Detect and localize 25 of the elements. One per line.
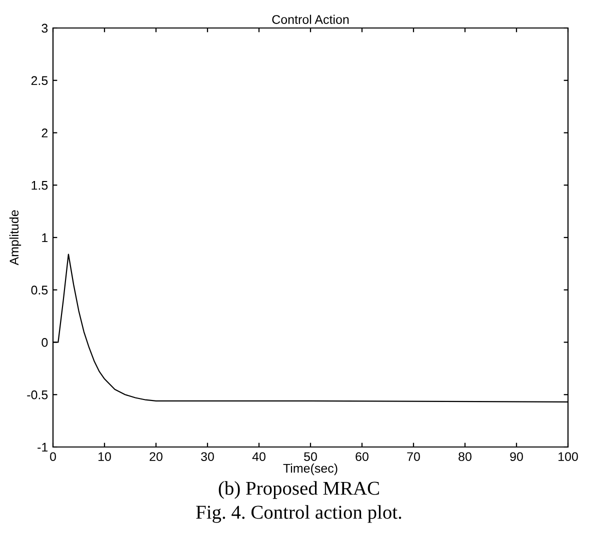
y-tick-label: 1 [42, 233, 48, 242]
x-tick-label: 10 [98, 452, 111, 462]
caption: Fig. 4. Control action plot. [196, 505, 402, 523]
y-tick-label: 0 [42, 338, 48, 347]
x-tick-label: 90 [510, 452, 523, 462]
x-tick-label: 50 [304, 452, 317, 462]
y-tick-label: 3 [42, 24, 48, 33]
y-tick-label: -1 [38, 442, 48, 452]
x-tick-label: 40 [252, 452, 266, 462]
x-tick-label: 0 [50, 452, 56, 462]
y-tick-label: 2 [42, 128, 48, 138]
x-tick-label: 20 [150, 452, 162, 462]
y-tick-label: -0.5 [27, 390, 48, 400]
y-tick-label: 1.5 [32, 181, 48, 190]
chart-title: Control Action [272, 14, 349, 24]
x-tick-label: 80 [458, 452, 472, 462]
x-axis-title: Time(sec) [283, 464, 338, 476]
text: (b) Proposed MRAC [218, 481, 379, 499]
y-axis-title: Amplitude [9, 210, 22, 266]
x-tick-label: 30 [201, 452, 214, 462]
y-tick-label: 0.5 [31, 286, 48, 295]
y-tick-label: 2.5 [31, 76, 48, 86]
x-tick-label: 60 [356, 452, 368, 462]
x-tick-label: 100 [558, 452, 578, 462]
x-tick-label: 70 [407, 452, 420, 462]
